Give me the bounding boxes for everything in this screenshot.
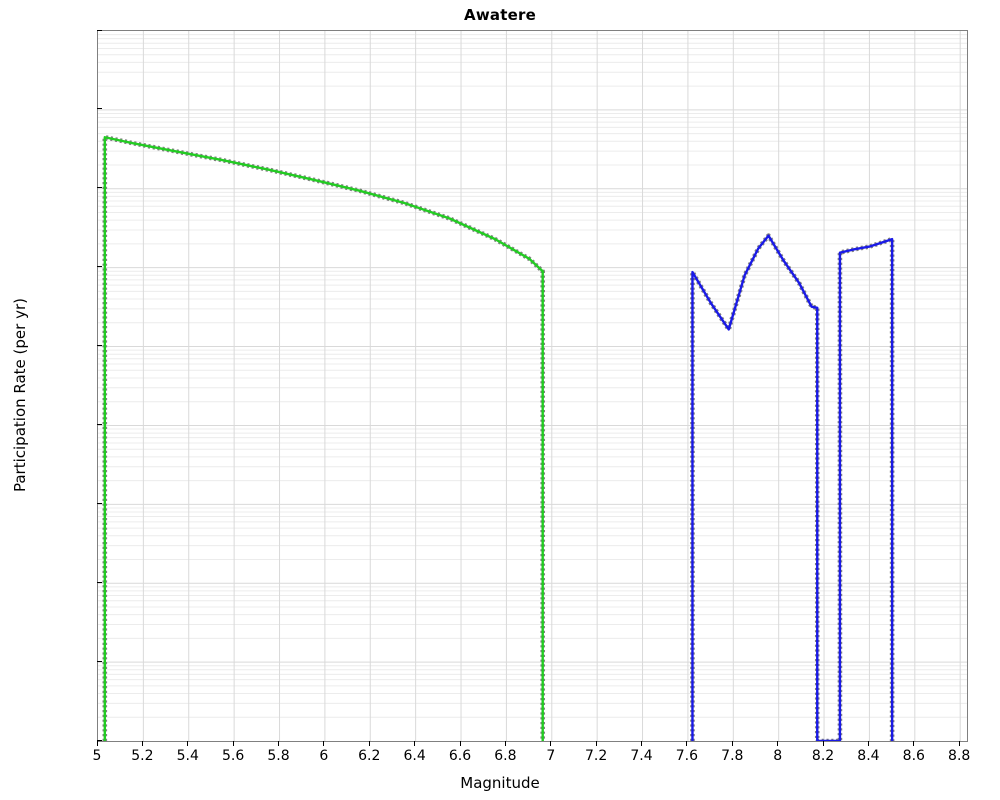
x-tick-mark bbox=[686, 741, 688, 746]
x-tick-label: 6.2 bbox=[358, 748, 381, 764]
x-tick-label: 7.8 bbox=[721, 748, 744, 764]
x-tick-mark bbox=[731, 741, 733, 746]
x-tick-label: 7.2 bbox=[585, 748, 608, 764]
x-tick-mark bbox=[232, 741, 234, 746]
x-tick-mark bbox=[595, 741, 597, 746]
y-tick-mark bbox=[97, 108, 102, 110]
x-tick-label: 8.8 bbox=[948, 748, 971, 764]
grid-major-y bbox=[98, 109, 967, 663]
x-tick-label: 6.4 bbox=[403, 748, 426, 764]
y-tick-mark bbox=[97, 29, 102, 31]
x-tick-label: 5.2 bbox=[131, 748, 154, 764]
grid-major-x bbox=[142, 31, 961, 741]
y-tick-mark bbox=[97, 502, 102, 504]
x-tick-mark bbox=[641, 741, 643, 746]
chart-title: Awatere bbox=[464, 6, 536, 24]
plot-area bbox=[97, 30, 968, 742]
grid-minor-y bbox=[98, 34, 967, 718]
y-tick-mark bbox=[97, 187, 102, 189]
x-tick-mark bbox=[913, 741, 915, 746]
x-tick-label: 5.6 bbox=[221, 748, 245, 764]
x-tick-mark bbox=[822, 741, 824, 746]
x-tick-mark bbox=[187, 741, 189, 746]
x-tick-mark bbox=[958, 741, 960, 746]
x-tick-mark bbox=[504, 741, 506, 746]
x-tick-mark bbox=[96, 741, 98, 746]
x-tick-mark bbox=[777, 741, 779, 746]
y-tick-mark bbox=[97, 581, 102, 583]
plot-svg bbox=[98, 31, 967, 741]
y-tick-mark bbox=[97, 660, 102, 662]
x-tick-label: 5.8 bbox=[267, 748, 290, 764]
series-background-seismicity-curve bbox=[102, 134, 546, 741]
x-tick-label: 5 bbox=[92, 748, 102, 764]
x-tick-mark bbox=[550, 741, 552, 746]
y-axis-title: Participation Rate (per yr) bbox=[11, 298, 29, 493]
x-tick-label: 8.2 bbox=[811, 748, 835, 764]
x-tick-mark bbox=[278, 741, 279, 746]
x-tick-label: 7.4 bbox=[630, 748, 653, 764]
x-tick-label: 7 bbox=[546, 748, 556, 764]
y-tick-mark bbox=[97, 739, 102, 741]
x-tick-label: 6.8 bbox=[494, 748, 517, 764]
x-tick-label: 8 bbox=[773, 748, 783, 764]
x-tick-label: 7.6 bbox=[675, 748, 699, 764]
y-tick-mark bbox=[97, 423, 102, 425]
series-characteristic-rupture-curve bbox=[690, 233, 895, 741]
x-tick-mark bbox=[867, 741, 869, 746]
x-tick-mark bbox=[459, 741, 461, 746]
x-tick-label: 8.4 bbox=[857, 748, 880, 764]
x-tick-mark bbox=[368, 741, 370, 746]
y-tick-mark bbox=[97, 345, 102, 347]
x-axis-title: Magnitude bbox=[460, 774, 540, 792]
y-tick-mark bbox=[97, 266, 102, 268]
x-tick-mark bbox=[323, 741, 325, 746]
y-axis-tick-labels: 10-110-210-310-410-510-610-710-810-910-1… bbox=[0, 0, 102, 800]
x-tick-label: 6 bbox=[319, 748, 329, 764]
x-tick-label: 8.6 bbox=[902, 748, 925, 764]
x-tick-mark bbox=[414, 741, 416, 746]
x-tick-label: 5.4 bbox=[176, 748, 199, 764]
x-tick-mark bbox=[141, 741, 143, 746]
x-tick-label: 6.6 bbox=[448, 748, 472, 764]
